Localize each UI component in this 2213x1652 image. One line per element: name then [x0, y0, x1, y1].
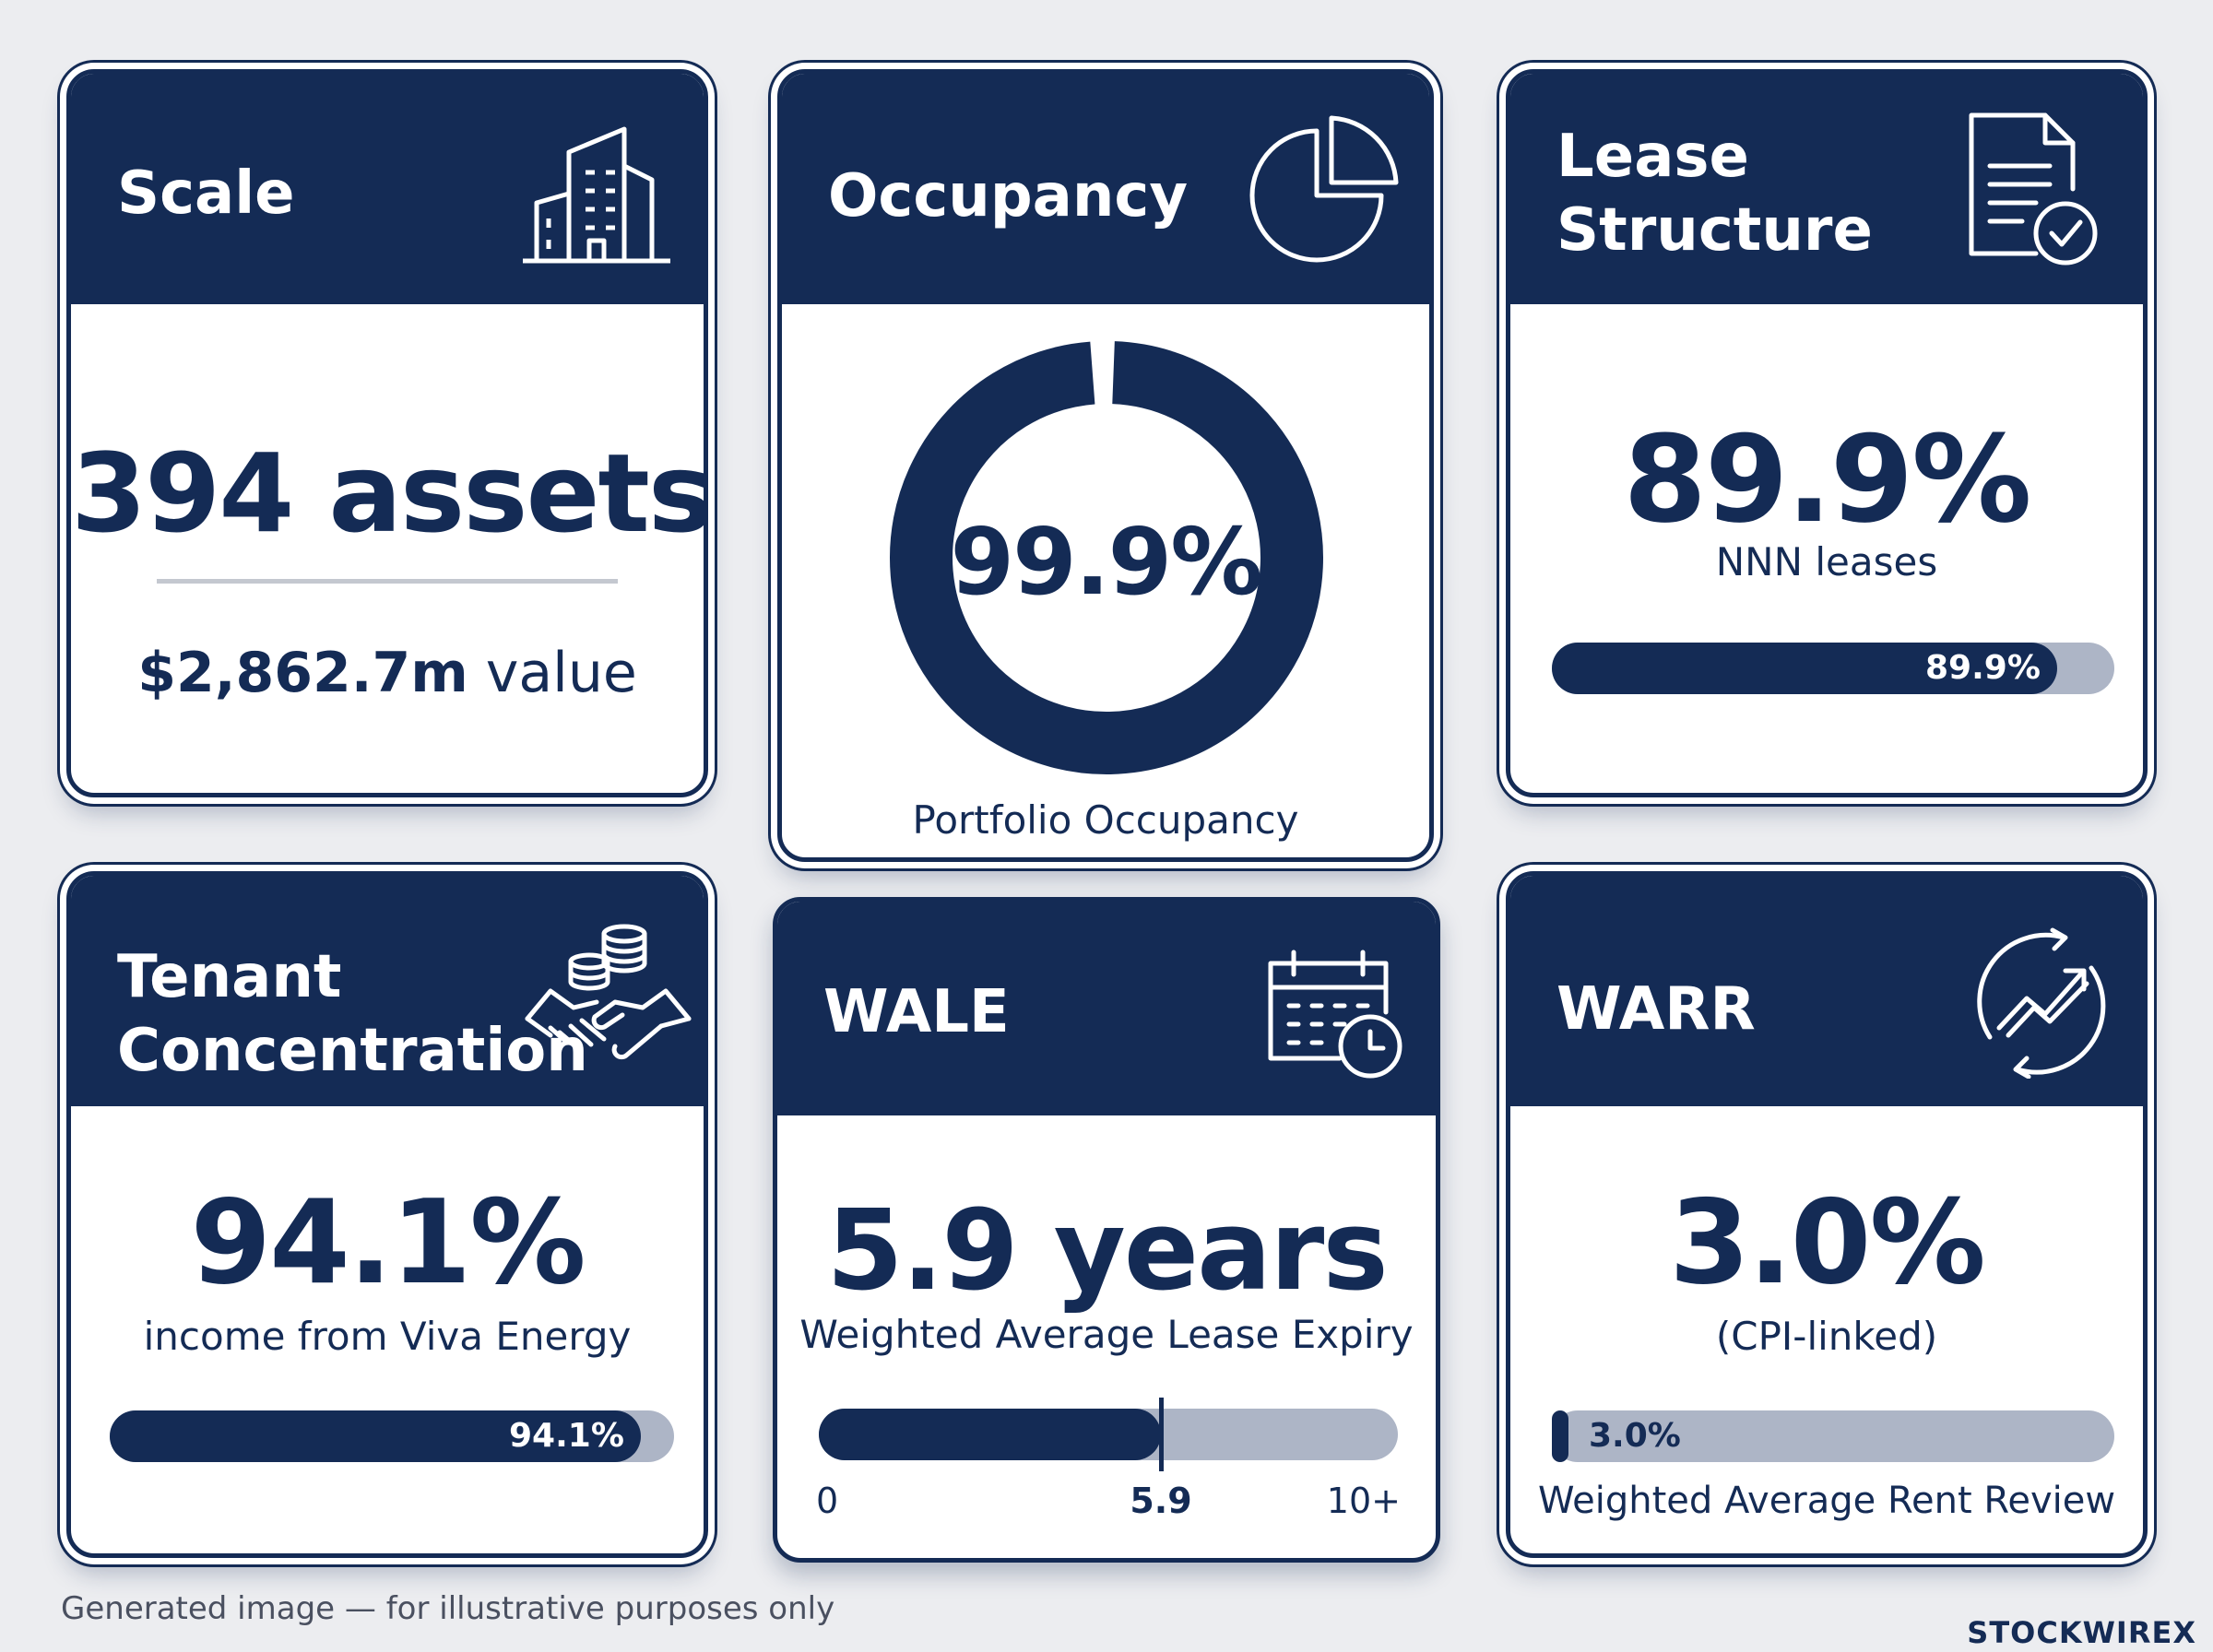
scale-sub-row: $2,862.7m value: [71, 636, 704, 710]
wale-card: WALE 5.9 years Weighted Average Lease Ex…: [773, 897, 1440, 1563]
scale-title: Scale: [117, 159, 295, 228]
lease-card: Lease Structure 89.9% NNN leases 89.9%: [1506, 69, 2148, 797]
tenant-progress-label: 94.1%: [509, 1417, 624, 1455]
wale-marker-tick: [1159, 1398, 1164, 1471]
wale-axis-marker: 5.9: [1130, 1481, 1192, 1521]
warr-header: WARR: [1510, 876, 2143, 1106]
wale-axis-min: 0: [816, 1481, 839, 1521]
occupancy-title: Occupancy: [828, 162, 1189, 230]
lease-title-line2: Structure: [1556, 196, 1873, 265]
wale-axis-max: 10+: [1326, 1481, 1401, 1521]
occupancy-donut-fill: [890, 341, 1323, 774]
scale-value: 394 assets: [71, 430, 708, 557]
warr-progress-label: 3.0%: [1589, 1417, 1681, 1455]
tenant-header: Tenant Concentration: [71, 876, 704, 1106]
scale-total-unit: value: [485, 641, 637, 705]
tenant-title-line2: Concentration: [117, 1017, 588, 1085]
brand-name: STOCKWIRE: [1967, 1615, 2173, 1650]
growth-cycle-icon: [1962, 926, 2119, 1080]
lease-title-line1: Lease: [1556, 123, 1749, 191]
warr-title: WARR: [1556, 975, 1756, 1044]
occupancy-header: Occupancy: [782, 74, 1429, 304]
warr-progress-bar: 3.0%: [1552, 1410, 2114, 1462]
tenant-progress-bar: 94.1%: [110, 1410, 674, 1462]
brand-logo: STOCKWIREX: [1967, 1615, 2196, 1650]
lease-progress-fill: [1552, 643, 2057, 694]
warr-bar-caption: Weighted Average Rent Review: [1537, 1480, 2116, 1522]
tenant-title-line1: Tenant: [117, 943, 342, 1011]
scale-card: Scale 394 assets $2,862.7m value: [66, 69, 708, 797]
scale-total-value: $2,862.7m: [137, 641, 468, 705]
lease-progress-label: 89.9%: [1925, 649, 2041, 687]
warr-card: WARR 3.0% (CPI-linked) 3.0% Weighted Ave…: [1506, 871, 2148, 1558]
document-check-icon: [1962, 106, 2110, 272]
lease-header: Lease Structure: [1510, 74, 2143, 304]
occupancy-card: Occupancy 99.9% Portfolio Occupancy: [777, 69, 1434, 862]
tenant-caption: income from Viva Energy: [143, 1314, 632, 1359]
wale-progress-bar: [819, 1409, 1398, 1460]
lease-progress-bar: 89.9%: [1552, 643, 2114, 694]
calendar-clock-icon: [1261, 943, 1409, 1081]
tenant-card: Tenant Concentration 94.1% income from V…: [66, 871, 708, 1558]
occupancy-caption: Portfolio Occupancy: [912, 797, 1299, 843]
handshake-coins-icon: [523, 917, 693, 1079]
scale-header: Scale: [71, 74, 704, 304]
building-icon: [514, 115, 680, 272]
warr-value: 3.0%: [1669, 1174, 1985, 1310]
lease-caption: NNN leases: [1715, 539, 1938, 584]
wale-header: WALE: [777, 902, 1436, 1115]
pie-chart-icon: [1243, 111, 1404, 272]
warr-progress-fill: [1552, 1410, 1568, 1462]
wale-progress-fill: [819, 1409, 1161, 1460]
warr-caption: (CPI-linked): [1715, 1314, 1938, 1359]
wale-title: WALE: [823, 978, 1010, 1046]
tenant-value: 94.1%: [190, 1174, 586, 1310]
occupancy-donut: [885, 336, 1328, 779]
lease-value: 89.9%: [1623, 409, 2031, 549]
footer-note: Generated image — for illustrative purpo…: [61, 1590, 835, 1627]
brand-mark: X: [2172, 1615, 2196, 1650]
tenant-progress-fill: [110, 1410, 641, 1462]
wale-value: 5.9 years: [826, 1187, 1389, 1316]
scale-divider: [157, 579, 618, 584]
occupancy-value: 99.9%: [950, 508, 1263, 616]
wale-caption: Weighted Average Lease Expiry: [799, 1312, 1414, 1357]
